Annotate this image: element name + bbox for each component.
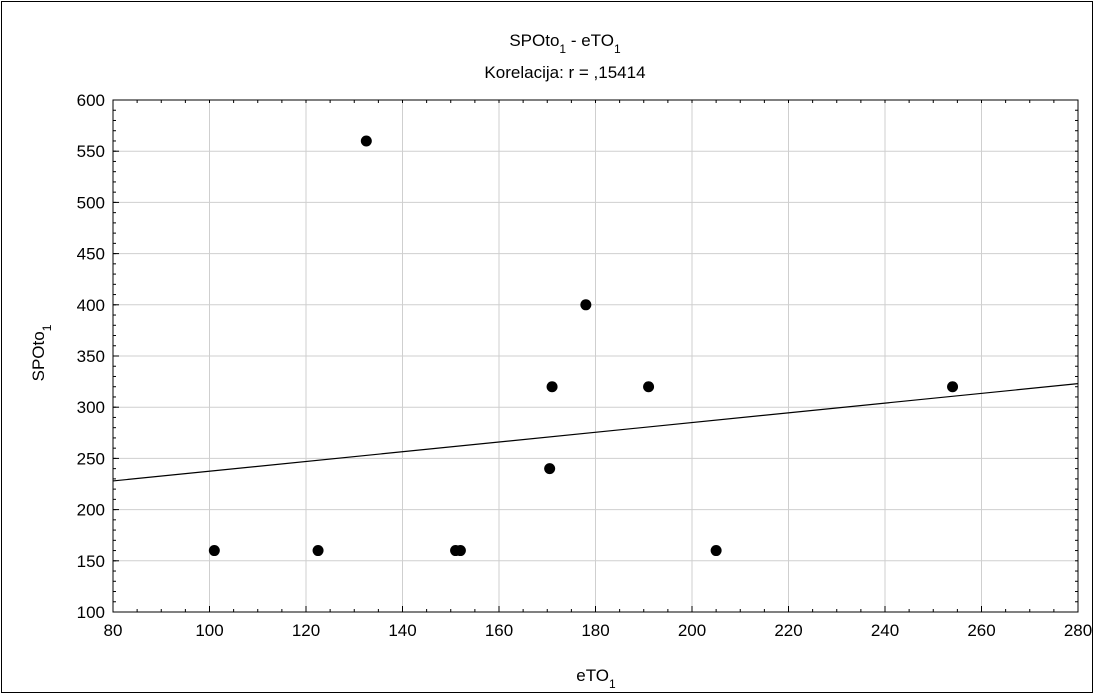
y-tick-label: 400 bbox=[77, 296, 105, 315]
data-point bbox=[580, 299, 592, 311]
y-tick-label: 200 bbox=[77, 501, 105, 520]
x-tick-labels: 80 100 120 140 160 180 200 220 240 260 280 bbox=[104, 621, 1093, 640]
data-point bbox=[360, 135, 372, 147]
y-tick-label: 500 bbox=[77, 193, 105, 212]
x-axis-title: eTO1 bbox=[576, 666, 616, 691]
data-point bbox=[208, 545, 220, 557]
data-point bbox=[643, 381, 655, 393]
title-part-2-sub: 1 bbox=[614, 42, 621, 56]
regression-line bbox=[112, 383, 1079, 482]
x-tick-label: 140 bbox=[388, 621, 416, 640]
y-tick-label: 300 bbox=[77, 398, 105, 417]
y-tick-label: 350 bbox=[77, 347, 105, 366]
title-separator: - bbox=[566, 31, 581, 50]
x-tick-label: 80 bbox=[104, 621, 123, 640]
x-tick-label: 260 bbox=[967, 621, 995, 640]
y-tick-label: 150 bbox=[77, 552, 105, 571]
data-point bbox=[544, 463, 556, 475]
y-tick-labels: 100 150 200 250 300 350 400 450 500 550 600 bbox=[77, 91, 105, 622]
y-axis-title-sub: 1 bbox=[40, 324, 54, 331]
title-part-1-sub: 1 bbox=[559, 42, 566, 56]
y-tick-label: 600 bbox=[77, 91, 105, 110]
data-point bbox=[947, 381, 959, 393]
chart-subtitle: Korelacija: r = ,15414 bbox=[484, 63, 645, 82]
grid-lines bbox=[113, 100, 1078, 612]
x-tick-label: 220 bbox=[774, 621, 802, 640]
title-part-1: SPOto bbox=[509, 31, 559, 50]
x-tick-label: 200 bbox=[678, 621, 706, 640]
y-tick-label: 550 bbox=[77, 142, 105, 161]
data-point bbox=[546, 381, 558, 393]
x-axis-title-main: eTO bbox=[576, 666, 609, 685]
x-tick-label: 120 bbox=[292, 621, 320, 640]
x-tick-label: 100 bbox=[195, 621, 223, 640]
data-point bbox=[710, 545, 722, 557]
x-axis-title-sub: 1 bbox=[609, 677, 616, 691]
data-points bbox=[208, 135, 959, 557]
x-tick-label: 240 bbox=[871, 621, 899, 640]
y-tick-label: 250 bbox=[77, 449, 105, 468]
x-tick-label: 280 bbox=[1064, 621, 1092, 640]
x-tick-label: 160 bbox=[485, 621, 513, 640]
chart-title: SPOto1 - eTO1 bbox=[509, 31, 621, 56]
y-tick-label: 450 bbox=[77, 245, 105, 264]
y-tick-label: 100 bbox=[77, 603, 105, 622]
x-tick-label: 180 bbox=[581, 621, 609, 640]
data-point bbox=[312, 545, 324, 557]
title-part-2: eTO bbox=[581, 31, 614, 50]
axis-ticks bbox=[112, 99, 1079, 613]
y-axis-title: SPOto1 bbox=[29, 324, 54, 381]
y-axis-title-main: SPOto bbox=[29, 331, 48, 381]
data-point bbox=[454, 545, 466, 557]
